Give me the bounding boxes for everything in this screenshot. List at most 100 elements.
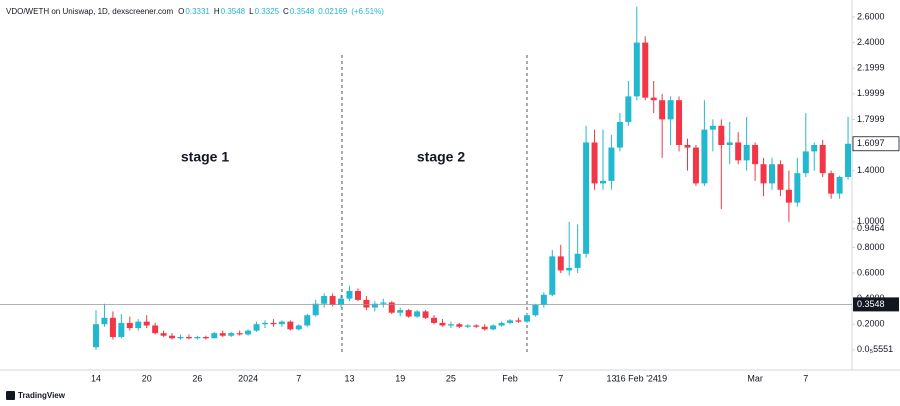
candle-body — [684, 144, 691, 148]
candle-body — [93, 324, 99, 348]
y-tick-label: 0.6000 — [857, 267, 885, 277]
candle-body — [819, 144, 826, 174]
x-tick-label: 13 — [344, 373, 354, 383]
candle-body — [397, 310, 404, 313]
x-tick-label: 7 — [803, 373, 808, 383]
candle-body — [583, 142, 590, 254]
candle-body — [769, 164, 775, 184]
candle-body — [650, 97, 657, 101]
candle-body — [464, 325, 471, 327]
candle-body — [456, 324, 463, 327]
candle-body — [228, 333, 235, 336]
candle-body — [574, 253, 581, 268]
x-tick-label: 2024 — [238, 373, 258, 383]
candle-body — [794, 173, 801, 203]
candle-body — [718, 125, 725, 145]
x-tick-label: 20 — [142, 373, 152, 383]
candle-body — [828, 173, 835, 194]
candle-body — [405, 310, 412, 317]
y-tick-label: 2.4000 — [857, 37, 885, 47]
y-tick-label: 0.9464 — [857, 223, 885, 233]
last-price-box — [852, 136, 900, 152]
candle-body — [439, 322, 446, 326]
readout-value: 0.3331 — [185, 7, 210, 16]
candle-body — [135, 321, 142, 329]
y-tick-label: 0.8000 — [857, 242, 885, 252]
y-tick-label: 1.9999 — [857, 88, 885, 98]
candle-body — [109, 317, 116, 338]
candle-body — [211, 333, 218, 339]
x-tick-label: 26 — [192, 373, 202, 383]
candle-body — [752, 144, 759, 165]
x-tick-label: 7 — [558, 373, 563, 383]
candles — [93, 6, 852, 350]
x-tick-label: Feb — [502, 373, 518, 383]
candle-body — [312, 303, 319, 316]
x-tick-label: 14 — [91, 373, 101, 383]
chart-title: VDO/WETH on Uniswap, 1D, dexscreener.com — [6, 7, 174, 16]
x-tick-label: 13 — [606, 373, 616, 383]
y-tick-label: 1.7999 — [857, 114, 885, 124]
candle-body — [608, 147, 615, 181]
candle-body — [304, 315, 311, 326]
candle-body — [659, 100, 666, 120]
candle-body — [735, 142, 742, 161]
candle-body — [270, 322, 277, 325]
candle-body — [278, 321, 285, 325]
candle-body — [777, 164, 784, 190]
candle-body — [160, 333, 167, 336]
candle-body — [194, 337, 201, 339]
logo-text: TradingView — [18, 391, 66, 400]
y-tick-label: 1.4000 — [857, 165, 885, 175]
candle-body — [143, 321, 150, 326]
y-tick-label: 1.0000 — [857, 216, 885, 226]
logo-icon — [6, 391, 15, 400]
readout-value: 0.3548 — [290, 7, 315, 16]
candle-body — [566, 267, 573, 271]
candle-body — [219, 333, 226, 336]
candle-body — [515, 320, 522, 322]
candle-body — [287, 321, 294, 330]
candle-body — [642, 42, 649, 98]
readout-value: 0.3325 — [255, 7, 280, 16]
y-tick-label: 2.6000 — [857, 11, 885, 21]
readout-name: C — [283, 7, 289, 16]
candle-body — [676, 100, 683, 145]
change: 0.02169 — [318, 7, 347, 16]
candle-body — [371, 303, 378, 308]
candle-body — [692, 147, 699, 184]
candle-body — [785, 189, 792, 203]
ohlc-readout: O 0.3331 H 0.3548 L 0.3325 C 0.3548 0.02169 (+6.5… — [178, 7, 384, 16]
annotation: stage 1 — [181, 149, 229, 165]
readout-name: O — [178, 7, 184, 16]
candle-body — [346, 290, 353, 299]
candle-body — [152, 325, 159, 334]
readout-name: L — [249, 7, 254, 16]
y-tick-label: 0.2000 — [857, 319, 885, 329]
y-tick-label: 0.0₅5551 — [857, 344, 893, 354]
readout-value: 0.3548 — [221, 7, 246, 16]
candle-body — [557, 256, 564, 271]
candle-body — [329, 296, 336, 306]
candle-body — [490, 325, 497, 330]
crosshair-label-box — [853, 297, 899, 312]
candle-body — [126, 322, 133, 329]
candle-body — [473, 325, 480, 327]
tradingview-logo: TradingView — [6, 391, 66, 400]
candle-body — [236, 333, 243, 335]
annotation: stage 2 — [417, 149, 465, 165]
candle-body — [253, 324, 260, 331]
candle-body — [507, 320, 514, 323]
candle-body — [701, 129, 708, 184]
candle-body — [743, 144, 750, 161]
candle-body — [321, 296, 328, 304]
y-tick-label: 2.1999 — [857, 63, 885, 73]
candle-body — [667, 100, 674, 120]
candle-body — [380, 302, 387, 304]
candle-body — [498, 322, 505, 326]
x-tick-label: Mar — [747, 373, 763, 383]
candle-body — [177, 337, 184, 339]
candle-body — [836, 176, 843, 194]
candle-body — [185, 337, 192, 339]
